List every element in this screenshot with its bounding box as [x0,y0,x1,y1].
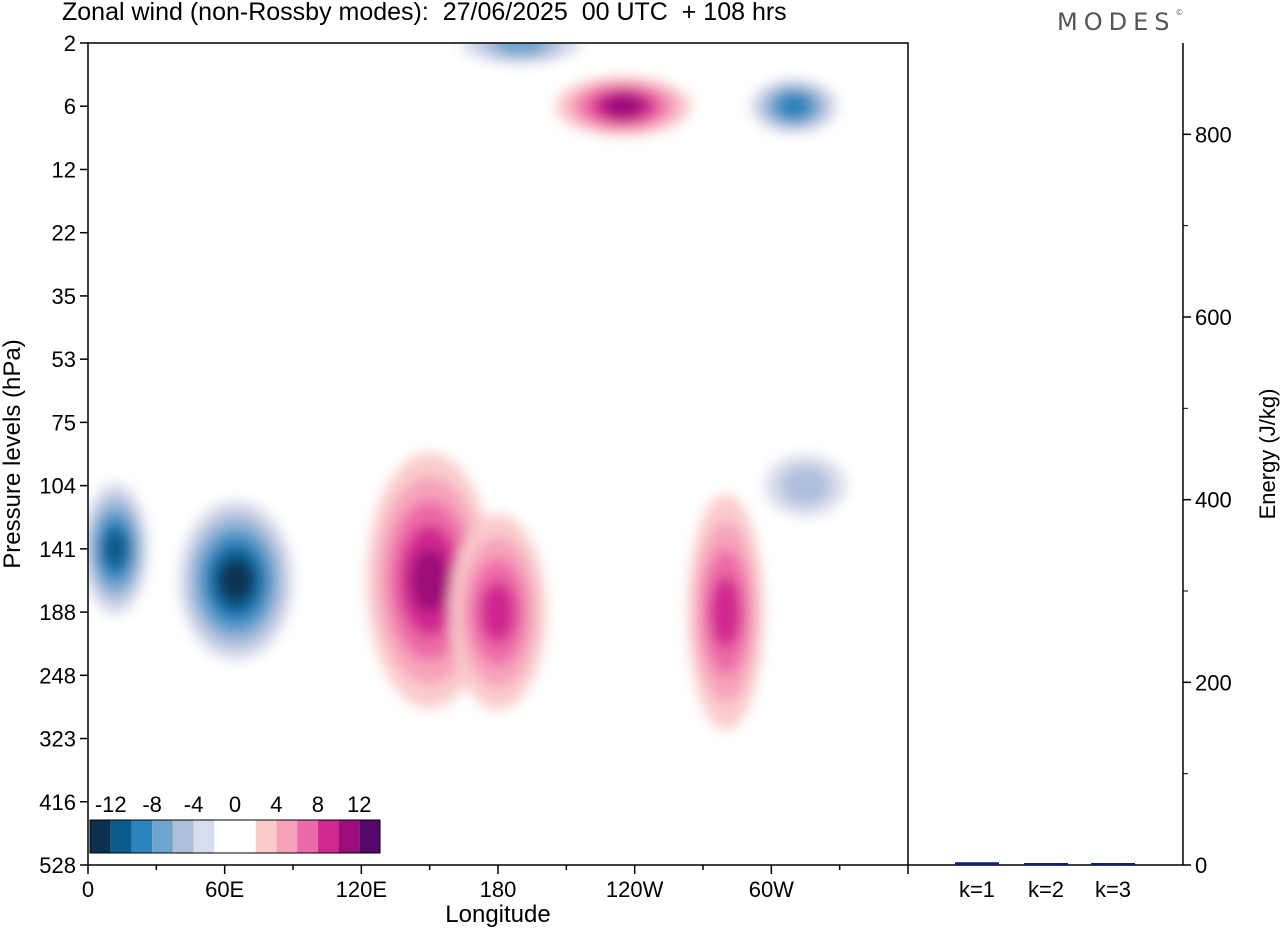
y-tick-label: 416 [39,790,76,815]
x-axis: 0 60E 120E 180 120W 60W [82,865,909,902]
colorbar-swatch [255,820,277,853]
colorbar-swatch [152,820,173,853]
energy-tick-label: 800 [1195,122,1232,147]
colorbar-label: 0 [229,792,241,817]
colorbar-swatch [317,820,339,853]
contour-region [603,93,644,119]
energy-bar [1091,863,1135,865]
contour-region [710,576,742,648]
heatmap-field [88,43,864,731]
energy-tick-label: 600 [1195,305,1232,330]
y-tick-label: 12 [52,157,76,182]
colorbar-swatch [172,820,194,853]
energy-category-label: k=3 [1095,877,1131,902]
colorbar-label: -4 [184,792,204,817]
modes-logo: MODES© [1057,8,1184,36]
y-tick-label: 2 [64,31,76,56]
energy-tick-label: 200 [1195,670,1232,695]
y-tick-label: 35 [52,284,76,309]
x-tick-label: 180 [480,877,517,902]
contour-region [780,465,831,506]
energy-bars: 0 200 400 600 800 k=1 k=2 k=3 [955,122,1232,902]
colorbar-label: -8 [142,792,162,817]
colorbar-swatch [90,820,111,853]
energy-axis-label: Energy (J/kg) [1255,389,1280,520]
colorbar-swatch [276,820,298,853]
y-tick-label: 6 [64,94,76,119]
y-tick-label: 528 [39,853,76,878]
y-tick-label: 22 [52,221,76,246]
chart-title: Zonal wind (non-Rossby modes): 27/06/202… [62,0,787,26]
colorbar-frame [89,819,381,854]
colorbar-swatch [235,820,256,853]
contour-region [480,581,516,643]
x-tick-label: 60E [205,877,244,902]
colorbar-swatch [338,820,360,853]
colorbar-swatch [193,820,215,853]
y-tick-label: 53 [52,347,76,372]
colorbar-label: -12 [95,792,127,817]
colorbar-label: 4 [270,792,282,817]
colorbar-swatch [131,820,153,853]
x-tick-label: 0 [82,877,94,902]
contour-region [495,43,547,56]
energy-category-label: k=2 [1028,877,1064,902]
x-tick-label: 60W [749,877,794,902]
colorbar: -12 -8 -4 0 4 8 12 [89,792,381,854]
energy-tick-label: 400 [1195,488,1232,513]
colorbar-swatch [359,820,380,853]
colorbar-label: 12 [347,792,371,817]
y-tick-label: 141 [39,537,76,562]
y-tick-label: 188 [39,600,76,625]
x-axis-label: Longitude [445,901,550,928]
x-tick-label: 120W [606,877,664,902]
colorbar-swatch [214,820,235,853]
energy-bar [955,862,999,865]
y-tick-label: 75 [52,410,76,435]
colorbar-label: 8 [312,792,324,817]
energy-bar [1024,863,1068,865]
contour-region [410,548,449,613]
y-axis: 2 6 12 22 35 53 75 104 141 188 248 323 416 528 [39,31,88,878]
contour-region [102,529,129,569]
energy-tick-label: 0 [1195,853,1207,878]
y-axis-label: Pressure levels (hPa) [0,339,26,568]
energy-category-label: k=1 [959,877,995,902]
y-tick-label: 248 [39,663,76,688]
y-tick-label: 323 [39,727,76,752]
x-tick-label: 120E [336,877,387,902]
colorbar-swatch [110,820,132,853]
contour-region [777,93,812,120]
contour-region [219,560,253,601]
colorbar-swatch [297,820,318,853]
y-tick-label: 104 [39,474,76,499]
